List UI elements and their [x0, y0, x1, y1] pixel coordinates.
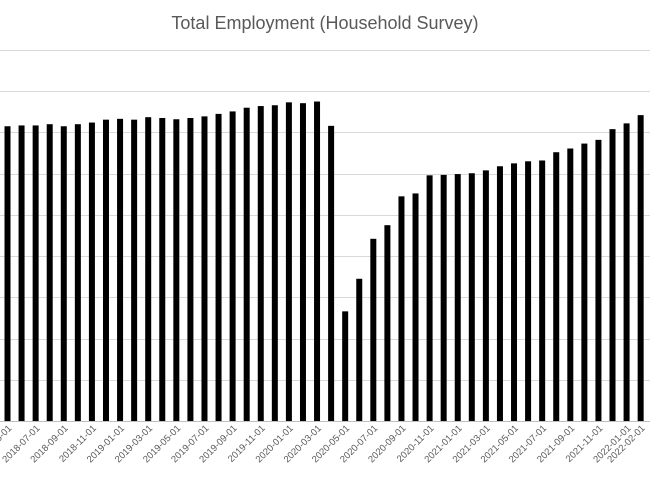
bars — [4, 101, 644, 422]
bar-2020-06-01 — [356, 278, 363, 421]
bar-2019-05-01 — [173, 119, 180, 421]
bar-2018-07-01 — [32, 125, 39, 421]
bar-2021-05-01 — [511, 163, 518, 422]
bar-2019-07-01 — [201, 116, 208, 422]
bar-2021-02-01 — [468, 173, 475, 421]
bar-2020-11-01 — [426, 175, 433, 421]
bar-2021-09-01 — [567, 148, 574, 421]
bar-2021-06-01 — [525, 161, 532, 422]
bar-2019-08-01 — [215, 113, 222, 421]
bar-2018-05-01 — [4, 126, 11, 421]
bar-2018-10-01 — [74, 124, 81, 421]
gridlines — [0, 50, 650, 381]
bar-2018-09-01 — [60, 126, 67, 421]
bar-2021-08-01 — [553, 152, 560, 422]
bar-2020-04-01 — [328, 125, 335, 421]
bar-2018-11-01 — [88, 122, 95, 422]
bar-2019-10-01 — [243, 107, 250, 422]
bar-2021-03-01 — [482, 170, 489, 421]
bar-2019-04-01 — [159, 118, 166, 422]
bar-2020-01-01 — [285, 102, 292, 421]
bar-2020-09-01 — [398, 196, 405, 421]
bar-2021-07-01 — [539, 160, 546, 422]
bar-2018-12-01 — [102, 119, 109, 422]
bar-2019-02-01 — [131, 119, 138, 422]
bar-2021-10-01 — [581, 143, 588, 421]
bar-2020-05-01 — [342, 311, 349, 421]
bar-2021-04-01 — [496, 166, 503, 421]
bar-2019-12-01 — [271, 105, 278, 422]
bar-2022-01-01 — [623, 123, 630, 421]
bar-2021-11-01 — [595, 139, 602, 422]
bar-2019-01-01 — [117, 118, 124, 421]
bar-2020-12-01 — [440, 174, 447, 421]
bar-2019-11-01 — [257, 106, 264, 421]
bar-2020-10-01 — [412, 193, 419, 421]
bar-2021-12-01 — [609, 129, 616, 421]
bar-2019-06-01 — [187, 118, 194, 422]
bar-2022-02-01 — [637, 115, 644, 421]
bar-2019-09-01 — [229, 111, 236, 422]
bar-2019-03-01 — [145, 117, 152, 421]
bar-2020-07-01 — [370, 238, 377, 421]
bar-2018-06-01 — [18, 125, 25, 421]
bar-2020-02-01 — [299, 103, 306, 422]
bar-2020-03-01 — [314, 101, 321, 421]
chart-title: Total Employment (Household Survey) — [171, 13, 478, 33]
bar-2018-08-01 — [46, 124, 53, 421]
bar-2021-01-01 — [454, 174, 461, 421]
x-tick-labels: 2018-05-012018-07-012018-09-012018-11-01… — [0, 423, 648, 465]
bar-2020-08-01 — [384, 225, 391, 421]
